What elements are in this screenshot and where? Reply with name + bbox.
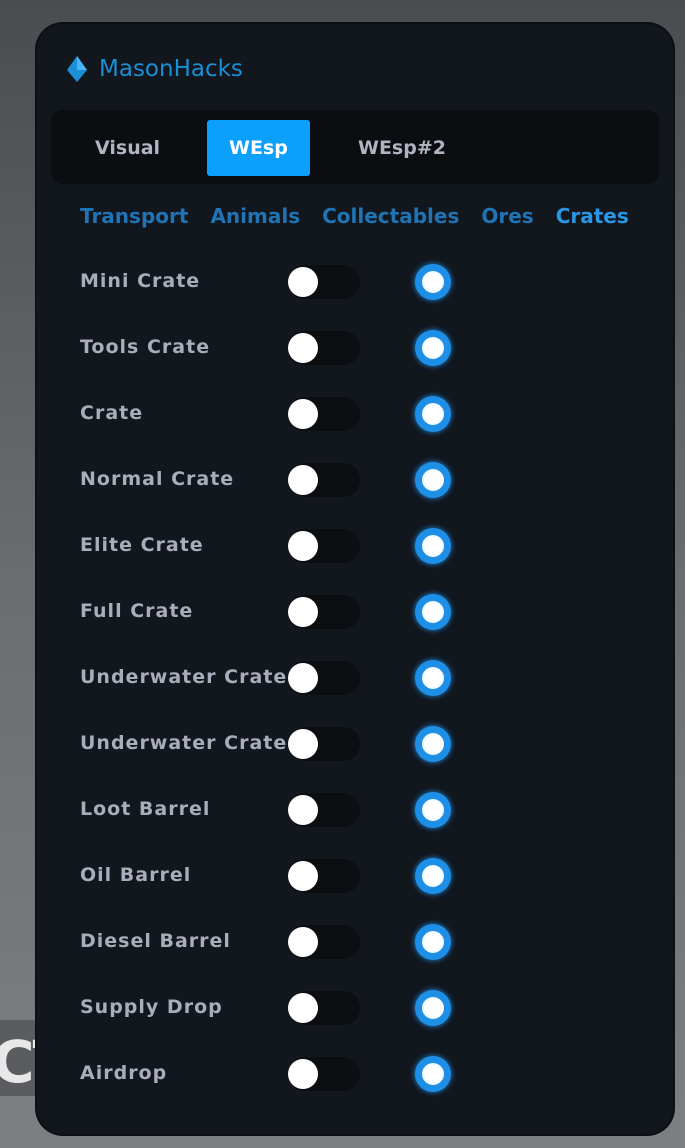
tab-wesp2[interactable]: WEsp#2 — [358, 137, 446, 159]
list-item: Underwater Crate — [37, 660, 673, 744]
item-label: Diesel Barrel — [80, 930, 231, 952]
item-label: Mini Crate — [80, 270, 201, 292]
radio-dot — [422, 271, 444, 293]
toggle-knob — [288, 795, 318, 825]
enable-toggle[interactable] — [288, 661, 360, 695]
radio-dot — [422, 1063, 444, 1085]
option-radio[interactable] — [415, 924, 451, 960]
list-item: Supply Drop — [37, 990, 673, 1074]
tab-visual[interactable]: Visual — [95, 137, 161, 159]
item-label: Supply Drop — [80, 996, 223, 1018]
item-label: Oil Barrel — [80, 864, 192, 886]
enable-toggle[interactable] — [288, 1057, 360, 1091]
option-radio[interactable] — [415, 660, 451, 696]
list-item: Crate — [37, 396, 673, 480]
list-item: Normal Crate — [37, 462, 673, 546]
enable-toggle[interactable] — [288, 595, 360, 629]
radio-dot — [422, 337, 444, 359]
radio-dot — [422, 469, 444, 491]
radio-dot — [422, 865, 444, 887]
subtab-animals[interactable]: Animals — [210, 204, 301, 228]
toggle-knob — [288, 1059, 318, 1089]
menu-panel: MasonHacks Visual WEsp WEsp#2 Transport … — [37, 24, 673, 1134]
list-item: Full Crate — [37, 594, 673, 678]
radio-dot — [422, 997, 444, 1019]
toggle-knob — [288, 399, 318, 429]
item-label: Normal Crate — [80, 468, 235, 490]
radio-dot — [422, 667, 444, 689]
option-radio[interactable] — [415, 462, 451, 498]
radio-dot — [422, 535, 444, 557]
toggle-knob — [288, 729, 318, 759]
list-item: Diesel Barrel — [37, 924, 673, 1008]
enable-toggle[interactable] — [288, 727, 360, 761]
subtab-crates[interactable]: Crates — [555, 204, 629, 228]
list-item: Underwater Crate — [37, 726, 673, 810]
list-item: Oil Barrel — [37, 858, 673, 942]
list-item: Airdrop — [37, 1056, 673, 1140]
enable-toggle[interactable] — [288, 463, 360, 497]
radio-dot — [422, 733, 444, 755]
list-item: Elite Crate — [37, 528, 673, 612]
list-item: Mini Crate — [37, 264, 673, 348]
option-radio[interactable] — [415, 396, 451, 432]
option-radio[interactable] — [415, 990, 451, 1026]
subtab-bar: Transport Animals Collectables Ores Crat… — [80, 204, 629, 228]
app-title: MasonHacks — [99, 56, 243, 82]
enable-toggle[interactable] — [288, 925, 360, 959]
toggle-knob — [288, 597, 318, 627]
item-label: Elite Crate — [80, 534, 204, 556]
option-radio[interactable] — [415, 264, 451, 300]
option-radio[interactable] — [415, 1056, 451, 1092]
toggle-knob — [288, 927, 318, 957]
radio-dot — [422, 931, 444, 953]
item-label: Loot Barrel — [80, 798, 211, 820]
list-item: Loot Barrel — [37, 792, 673, 876]
radio-dot — [422, 799, 444, 821]
item-label: Tools Crate — [80, 336, 211, 358]
enable-toggle[interactable] — [288, 991, 360, 1025]
item-label: Crate — [80, 402, 144, 424]
item-label: Airdrop — [80, 1062, 168, 1084]
subtab-transport[interactable]: Transport — [80, 204, 189, 228]
toggle-knob — [288, 465, 318, 495]
option-radio[interactable] — [415, 726, 451, 762]
enable-toggle[interactable] — [288, 265, 360, 299]
subtab-ores[interactable]: Ores — [481, 204, 534, 228]
item-label: Underwater Crate — [80, 732, 288, 754]
option-radio[interactable] — [415, 792, 451, 828]
enable-toggle[interactable] — [288, 529, 360, 563]
enable-toggle[interactable] — [288, 397, 360, 431]
radio-dot — [422, 403, 444, 425]
toggle-knob — [288, 531, 318, 561]
item-label: Underwater Crate — [80, 666, 288, 688]
item-label: Full Crate — [80, 600, 194, 622]
option-radio[interactable] — [415, 858, 451, 894]
list-item: Tools Crate — [37, 330, 673, 414]
toggle-knob — [288, 993, 318, 1023]
tab-wesp[interactable]: WEsp — [207, 120, 310, 176]
toggle-knob — [288, 333, 318, 363]
radio-dot — [422, 601, 444, 623]
enable-toggle[interactable] — [288, 859, 360, 893]
toggle-knob — [288, 663, 318, 693]
tab-bar: Visual WEsp WEsp#2 — [51, 110, 659, 184]
toggle-knob — [288, 861, 318, 891]
option-radio[interactable] — [415, 594, 451, 630]
enable-toggle[interactable] — [288, 793, 360, 827]
option-radio[interactable] — [415, 330, 451, 366]
toggle-knob — [288, 267, 318, 297]
brand: MasonHacks — [67, 56, 243, 82]
option-radio[interactable] — [415, 528, 451, 564]
diamond-logo-icon — [67, 56, 87, 82]
enable-toggle[interactable] — [288, 331, 360, 365]
subtab-collectables[interactable]: Collectables — [322, 204, 460, 228]
